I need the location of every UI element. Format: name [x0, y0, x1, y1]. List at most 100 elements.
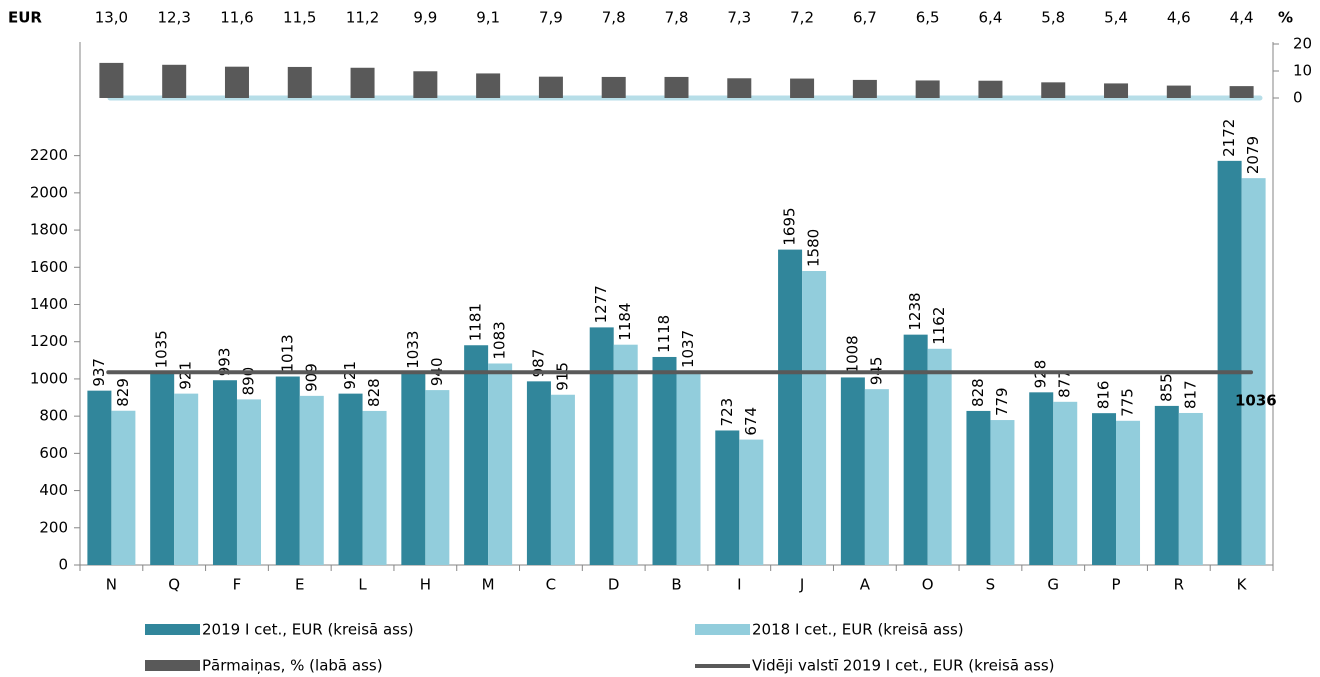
bar-value-label: 723: [718, 398, 736, 427]
y2-axis-label: %: [1278, 9, 1293, 27]
change-bar: [476, 73, 501, 98]
bar: [802, 271, 827, 565]
bar-value-label: 855: [1157, 373, 1175, 402]
bar-value-label: 829: [114, 378, 132, 407]
bar-value-label: 817: [1181, 380, 1199, 409]
bar: [1029, 392, 1054, 565]
bar: [652, 356, 677, 565]
bar-value-label: 1035: [153, 330, 171, 368]
bar-value-label: 1083: [491, 321, 509, 359]
bar: [338, 393, 363, 565]
bar-value-label: 1184: [616, 303, 634, 341]
y-tick-label: 600: [39, 444, 68, 462]
change-label: 7,2: [790, 9, 814, 27]
change-label: 12,3: [157, 9, 190, 27]
change-bar: [1041, 82, 1066, 98]
change-bar: [413, 71, 438, 98]
bar: [488, 363, 513, 565]
legend-label: Pārmaiņas, % (labā ass): [202, 657, 383, 675]
bar-value-label: 1580: [805, 229, 823, 267]
bar-value-label: 915: [553, 362, 571, 391]
bar-value-label: 1037: [679, 330, 697, 368]
bar: [778, 249, 803, 565]
change-label: 4,4: [1230, 9, 1254, 27]
legend-swatch: [145, 660, 200, 671]
bar-value-label: 2079: [1244, 136, 1262, 174]
bar: [464, 345, 489, 565]
bar: [174, 393, 199, 565]
legend-swatch: [695, 624, 750, 635]
y2-tick-label: 20: [1293, 35, 1312, 53]
x-tick-label: C: [546, 576, 556, 594]
change-bar: [1166, 85, 1191, 98]
x-tick-label: G: [1047, 576, 1059, 594]
change-label: 6,5: [916, 9, 940, 27]
bar-value-label: 828: [365, 378, 383, 407]
y-tick-label: 2000: [30, 183, 68, 201]
bar-value-label: 937: [90, 358, 108, 387]
bar: [1217, 160, 1242, 566]
bar-value-label: 921: [341, 361, 359, 390]
change-label: 5,8: [1041, 9, 1065, 27]
change-bar: [727, 78, 752, 98]
change-label: 13,0: [95, 9, 128, 27]
x-tick-label: S: [986, 576, 996, 594]
average-label: 1036: [1235, 392, 1277, 410]
change-label: 5,4: [1104, 9, 1128, 27]
x-tick-label: I: [737, 576, 741, 594]
y2-tick-label: 0: [1293, 89, 1303, 107]
bar-value-label: 909: [302, 363, 320, 392]
change-label: 6,4: [979, 9, 1003, 27]
x-tick-label: O: [922, 576, 934, 594]
y-tick-label: 200: [39, 518, 68, 536]
change-label: 6,7: [853, 9, 877, 27]
change-label: 7,8: [602, 9, 626, 27]
bar: [299, 395, 324, 565]
bar-value-label: 1033: [404, 331, 422, 369]
bar: [927, 348, 952, 565]
y-tick-label: 1000: [30, 369, 68, 387]
change-label: 7,9: [539, 9, 563, 27]
legend-swatch: [145, 624, 200, 635]
x-tick-label: E: [295, 576, 304, 594]
bar: [150, 372, 175, 565]
bar-value-label: 1008: [843, 335, 861, 373]
bar-value-label: 1695: [781, 207, 799, 245]
y-tick-label: 1400: [30, 295, 68, 313]
change-label: 9,1: [476, 9, 500, 27]
y-tick-label: 1600: [30, 258, 68, 276]
legend-label: 2018 I cet., EUR (kreisā ass): [752, 621, 964, 639]
change-label: 4,6: [1167, 9, 1191, 27]
legend-label: 2019 I cet., EUR (kreisā ass): [202, 621, 414, 639]
bar: [87, 390, 112, 565]
bar-value-label: 993: [215, 348, 233, 377]
x-tick-label: R: [1174, 576, 1184, 594]
y-tick-label: 1800: [30, 221, 68, 239]
x-tick-label: Q: [168, 576, 180, 594]
change-label: 11,6: [220, 9, 253, 27]
x-tick-label: F: [233, 576, 242, 594]
change-bar: [350, 67, 375, 98]
x-tick-label: M: [482, 576, 495, 594]
bar-value-label: 674: [742, 407, 760, 436]
bar: [864, 389, 889, 565]
x-tick-label: L: [358, 576, 367, 594]
bar: [613, 344, 638, 565]
change-label: 11,2: [346, 9, 379, 27]
bar: [212, 380, 237, 565]
bar-value-label: 816: [1095, 381, 1113, 410]
x-tick-label: P: [1112, 576, 1121, 594]
bar-value-label: 1238: [906, 292, 924, 330]
change-bar: [915, 80, 940, 98]
x-tick-label: D: [608, 576, 620, 594]
x-tick-label: H: [420, 576, 431, 594]
change-bar: [1104, 83, 1129, 98]
bar: [589, 327, 614, 565]
bar: [1092, 413, 1117, 565]
change-bar: [978, 80, 1003, 98]
change-label: 7,8: [665, 9, 689, 27]
bar-value-label: 1181: [467, 303, 485, 341]
y-tick-label: 0: [58, 556, 68, 574]
change-bar: [1229, 86, 1254, 98]
